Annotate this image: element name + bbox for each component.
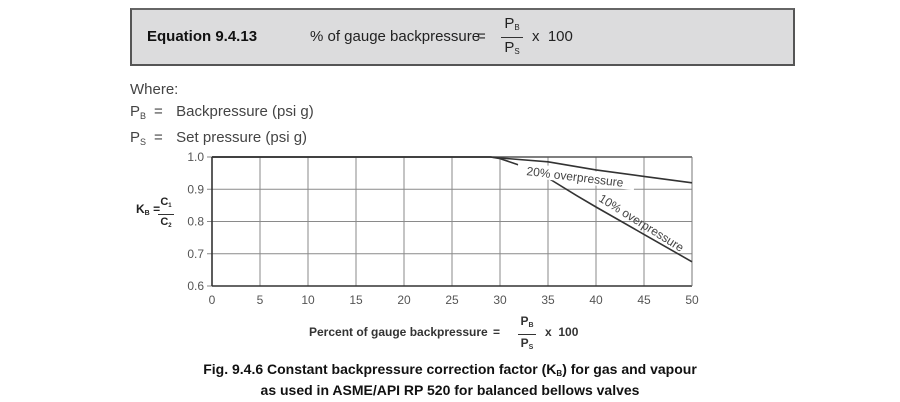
- x-tick-label: 0: [209, 293, 216, 307]
- equation-numerator: PB: [504, 15, 520, 32]
- fraction-bar: [501, 37, 523, 38]
- equation-equals: =: [477, 28, 486, 45]
- y-axis-fraction: C1 C2: [158, 196, 174, 233]
- y-tick-label: 1.0: [187, 150, 204, 164]
- desc-ps: Set pressure (psi g): [176, 129, 308, 146]
- x-tick-label: 15: [349, 293, 363, 307]
- where-heading: Where:: [130, 81, 179, 98]
- where-item-pb: PB = Backpressure (psi g): [130, 101, 314, 127]
- equation-lhs: % of gauge backpressure: [310, 28, 481, 45]
- y-tick-label: 0.6: [187, 279, 204, 293]
- desc-pb: Backpressure (psi g): [176, 103, 314, 120]
- symbol-pb: PB: [130, 103, 147, 121]
- x-axis-fraction: PB PS: [518, 314, 536, 355]
- x-tick-label: 5: [257, 293, 264, 307]
- figure-caption: Fig. 9.4.6 Constant backpressure correct…: [0, 361, 900, 399]
- symbol-ps: PS: [130, 129, 147, 147]
- x-tick-label: 20: [397, 293, 411, 307]
- equation-label: Equation 9.4.13: [147, 28, 258, 45]
- caption-line-2: as used in ASME/API RP 520 for balanced …: [260, 382, 640, 398]
- x-tick-label: 10: [301, 293, 315, 307]
- equation-multiplier: x 100: [532, 28, 573, 45]
- tick-labels: 0 5 10 15 20 25 30 35 40 45 50 0.6 0.7 0.8 0.9 1.0: [187, 150, 699, 307]
- annotation-10pct: 10% overpressure: [596, 191, 686, 255]
- x-tick-label: 30: [493, 293, 507, 307]
- annotation-20pct: 20% overpressure: [526, 164, 625, 190]
- caption-line-1: Fig. 9.4.6 Constant backpressure correct…: [203, 361, 697, 378]
- equation-box: Equation 9.4.13 % of gauge backpressure …: [130, 8, 795, 66]
- y-tick-label: 0.7: [187, 247, 204, 261]
- equation-fraction: PB PS: [501, 15, 523, 60]
- x-tick-label: 50: [685, 293, 699, 307]
- where-item-ps: PS = Set pressure (psi g): [130, 127, 314, 153]
- x-tick-label: 25: [445, 293, 459, 307]
- x-tick-label: 45: [637, 293, 651, 307]
- x-tick-label: 35: [541, 293, 555, 307]
- grid-lines: [207, 156, 693, 287]
- y-tick-label: 0.8: [187, 215, 204, 229]
- y-axis-label: KB =: [136, 202, 161, 217]
- where-block: Where: PB = Backpressure (psi g) PS = Set …: [130, 79, 314, 153]
- equation-denominator: PS: [504, 39, 520, 56]
- x-tick-label: 40: [589, 293, 603, 307]
- y-tick-label: 0.9: [187, 182, 204, 196]
